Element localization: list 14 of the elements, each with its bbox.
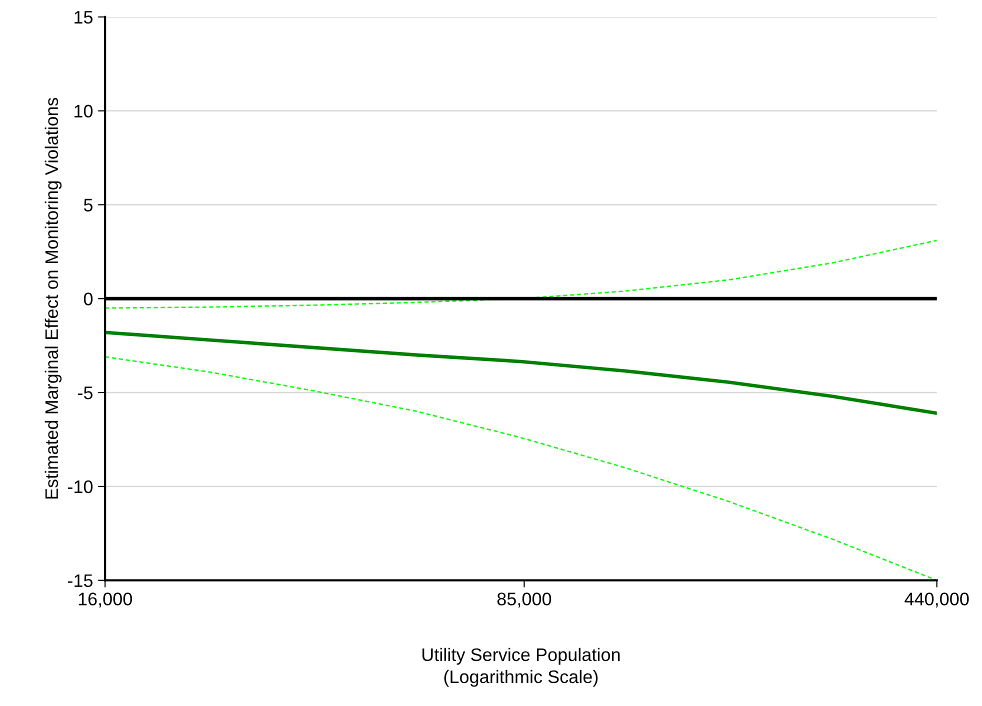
- y-tick-label: 0: [84, 292, 93, 306]
- y-tick-label: 15: [74, 11, 93, 24]
- x-axis-title: Utility Service Population (Logarithmic Scale): [422, 648, 620, 687]
- y-tick-label: -10: [68, 480, 93, 494]
- y-axis-title: Estimated Marginal Effect on Monitoring Violations: [44, 98, 62, 499]
- line-series: [105, 330, 937, 415]
- x-tick-label: 16,000: [78, 592, 132, 608]
- y-tick-label: -15: [68, 574, 93, 588]
- x-tick-label: 440,000: [904, 592, 969, 608]
- x-tick-label: 85,000: [497, 592, 552, 608]
- y-tick-label: 10: [74, 104, 93, 118]
- y-tick-label: 5: [84, 198, 93, 212]
- y-tick-label: -5: [78, 386, 93, 400]
- line-series: [105, 240, 937, 309]
